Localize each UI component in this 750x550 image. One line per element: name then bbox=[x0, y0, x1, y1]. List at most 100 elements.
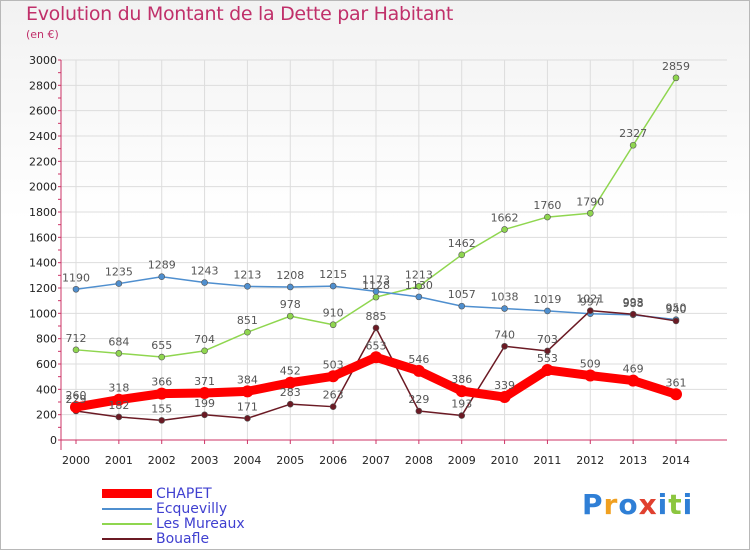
data-label: 1790 bbox=[576, 195, 604, 208]
data-label: 1190 bbox=[62, 271, 90, 284]
data-point bbox=[544, 347, 551, 355]
y-tick-label: 2200 bbox=[29, 155, 57, 168]
data-label: 384 bbox=[237, 373, 258, 386]
data-point bbox=[415, 407, 423, 415]
data-point bbox=[112, 393, 125, 406]
x-tick-label: 2003 bbox=[191, 454, 219, 467]
data-point bbox=[286, 312, 294, 320]
x-tick-label: 2004 bbox=[233, 454, 261, 467]
data-point bbox=[329, 321, 337, 329]
data-label: 1128 bbox=[362, 279, 390, 292]
y-tick-label: 200 bbox=[36, 409, 57, 422]
y-tick-label: 800 bbox=[36, 333, 57, 346]
chart-subtitle: (en €) bbox=[26, 28, 59, 41]
data-label: 1021 bbox=[576, 293, 604, 306]
x-tick-label: 2014 bbox=[662, 454, 690, 467]
data-point bbox=[115, 350, 123, 357]
legend-swatch bbox=[102, 537, 152, 540]
data-point bbox=[584, 369, 597, 382]
data-point bbox=[286, 283, 294, 291]
data-point bbox=[201, 279, 208, 286]
axes bbox=[58, 59, 727, 450]
x-tick-label: 2002 bbox=[148, 454, 176, 467]
data-point bbox=[501, 342, 508, 350]
data-label: 978 bbox=[280, 298, 301, 311]
legend-swatch bbox=[102, 522, 152, 525]
data-label: 1130 bbox=[405, 279, 433, 292]
data-label: 950 bbox=[666, 302, 687, 315]
data-point bbox=[372, 324, 380, 332]
logo-letter: o bbox=[618, 488, 639, 521]
data-label: 684 bbox=[108, 335, 129, 348]
data-point bbox=[72, 285, 80, 293]
x-tick-label: 2006 bbox=[319, 454, 347, 467]
data-label: 1462 bbox=[448, 237, 476, 250]
data-point bbox=[372, 293, 380, 301]
data-point bbox=[544, 307, 551, 315]
data-label: 653 bbox=[366, 339, 387, 352]
data-label: 1662 bbox=[491, 211, 519, 224]
data-label: 940 bbox=[666, 303, 687, 316]
legend-item-les-mureaux: Les Mureaux bbox=[102, 516, 245, 532]
logo-letter: i bbox=[682, 488, 694, 521]
data-point bbox=[244, 328, 251, 336]
data-label: 655 bbox=[151, 339, 172, 352]
legend-label: Bouafle bbox=[156, 530, 210, 547]
y-tick-label: 1000 bbox=[29, 307, 57, 320]
data-label: 2859 bbox=[662, 60, 690, 73]
data-point bbox=[198, 387, 211, 400]
data-point bbox=[544, 213, 551, 221]
data-point bbox=[155, 387, 168, 400]
data-point bbox=[458, 302, 466, 310]
data-label: 361 bbox=[666, 376, 687, 389]
data-label: 318 bbox=[108, 382, 129, 395]
y-tick-label: 0 bbox=[50, 434, 57, 447]
data-labels: 260 318 366 371 384 452 503 653 546 386 339 553 509 4… bbox=[62, 60, 690, 416]
data-point bbox=[629, 310, 637, 318]
y-tick-label: 2800 bbox=[29, 79, 57, 92]
data-label: 366 bbox=[151, 376, 172, 389]
x-tick-label: 2007 bbox=[362, 454, 390, 467]
y-tick-label: 1600 bbox=[29, 231, 57, 244]
legend-swatch bbox=[102, 507, 152, 510]
data-point bbox=[627, 374, 640, 387]
data-label: 1173 bbox=[362, 273, 390, 286]
data-label: 1038 bbox=[491, 291, 519, 304]
data-label: 553 bbox=[537, 352, 558, 365]
y-tick-label: 600 bbox=[36, 358, 57, 371]
x-tick-label: 2009 bbox=[448, 454, 476, 467]
data-point bbox=[158, 273, 166, 281]
data-label: 283 bbox=[280, 386, 301, 399]
data-label: 851 bbox=[237, 314, 258, 327]
data-label: 371 bbox=[194, 375, 215, 388]
data-label: 1208 bbox=[276, 269, 304, 282]
data-point bbox=[370, 351, 382, 364]
data-point bbox=[501, 305, 508, 312]
x-tick-label: 2005 bbox=[276, 454, 304, 467]
data-point bbox=[115, 280, 123, 287]
data-point bbox=[541, 363, 554, 376]
data-point bbox=[670, 388, 682, 401]
y-tick-label: 400 bbox=[36, 383, 57, 396]
data-point bbox=[244, 415, 251, 422]
data-label: 704 bbox=[194, 333, 215, 346]
data-label: 229 bbox=[66, 393, 87, 406]
data-label: 1289 bbox=[148, 259, 176, 272]
data-point bbox=[412, 364, 425, 377]
x-tick-label: 2000 bbox=[62, 454, 90, 467]
data-point bbox=[286, 400, 294, 408]
y-tick-label: 2600 bbox=[29, 105, 57, 118]
data-label: 509 bbox=[580, 358, 601, 371]
data-label: 1760 bbox=[533, 199, 561, 212]
data-point bbox=[458, 251, 466, 259]
logo-letter: r bbox=[603, 488, 619, 521]
logo-letter: t bbox=[668, 488, 683, 521]
data-label: 546 bbox=[408, 353, 429, 366]
data-label: 1057 bbox=[448, 288, 476, 301]
proxiti-logo: Proxiti bbox=[582, 488, 693, 521]
data-point bbox=[327, 370, 340, 383]
data-label: 1213 bbox=[405, 268, 433, 281]
data-label: 469 bbox=[623, 363, 644, 376]
